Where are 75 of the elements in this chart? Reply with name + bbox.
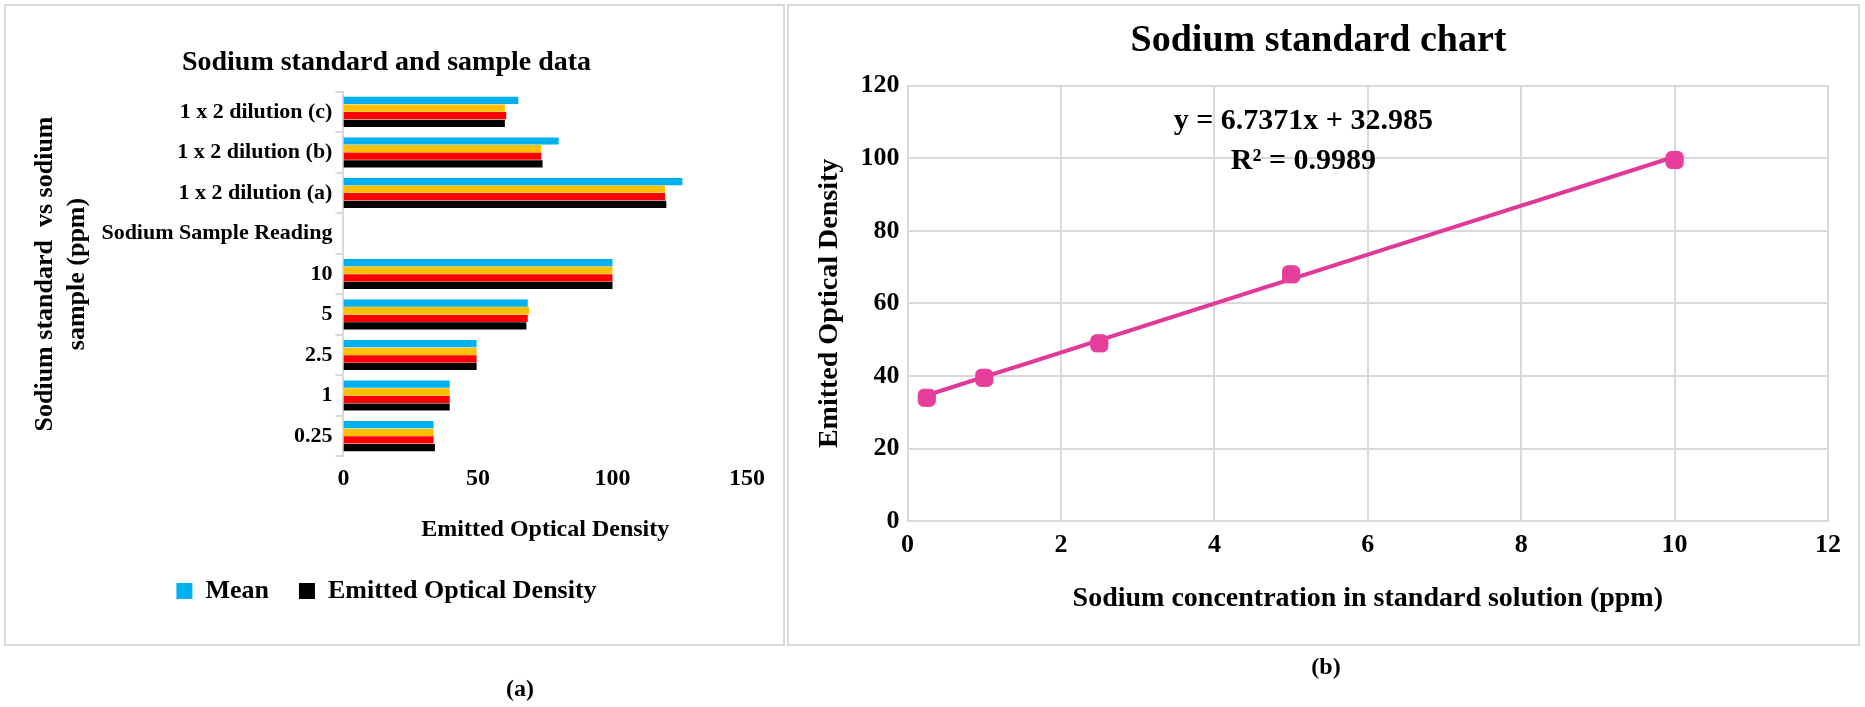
bar [343,119,505,127]
y-tick-label: 1 [321,381,333,407]
bar [343,274,613,282]
y-tick-label: 2.5 [304,340,333,366]
text: (a) [506,675,534,702]
x-tick-label: 0 [337,464,350,490]
text: (b) [1311,653,1341,680]
bar [343,137,559,145]
bar [343,436,434,444]
bar [343,258,613,267]
bar [343,185,665,193]
chart-title: Sodium standard chart [1130,16,1507,59]
x-tick-label: 6 [1361,528,1375,558]
y-tick-label: 120 [860,69,900,99]
bar [343,322,527,330]
bar [343,340,477,348]
point [975,368,994,387]
point [1090,334,1109,353]
bar [343,200,667,208]
y-tick-label: 40 [873,359,900,389]
bar [343,266,613,274]
y-tick-label: 20 [873,432,900,462]
bar [343,299,528,307]
y-tick-label: 60 [873,287,900,317]
bar [343,281,613,290]
x-axis-title: Emitted Optical Density [421,514,670,541]
bar [343,112,507,120]
bar [343,428,434,436]
bar [343,144,542,153]
y-tick-label: 1 x 2 dilution (c) [179,97,333,123]
y-tick-label: 10 [310,259,333,285]
x-tick-label: 4 [1207,528,1221,558]
x-axis-title: Sodium concentration in standard solution (ppm) [1072,581,1664,613]
bar [343,193,665,201]
y-tick-label: 80 [873,214,900,244]
bar [343,177,683,186]
bar [343,160,543,168]
annotation: R² = 0.9989 [1230,142,1376,176]
bar [343,380,450,388]
point [917,388,936,407]
bar [343,403,450,411]
y-axis-title: Emitted Optical Density [812,158,844,449]
x-tick-label: 2 [1054,528,1068,558]
bar [343,395,450,404]
x-tick-label: 100 [594,464,631,490]
x-tick-label: 12 [1815,528,1841,558]
chart-title: Sodium standard and sample data [181,45,592,77]
bar [343,104,505,112]
point [1665,150,1684,170]
y-axis-title: Sodium standard vs sodium sample (ppm) [29,116,90,432]
bar [343,347,477,355]
bar [343,307,530,315]
y-tick-label: 1 x 2 dilution (b) [177,138,333,164]
x-tick-label: 50 [465,464,490,490]
y-tick-label: 100 [860,141,900,171]
y-tick-label: Sodium Sample Reading [101,219,333,245]
bar [343,421,434,429]
y-tick-label: 1 x 2 dilution (a) [178,178,333,204]
bar [343,362,477,371]
x-tick-label: 10 [1661,528,1688,558]
bar [343,443,435,452]
annotation: y = 6.7371x + 32.985 [1173,102,1433,136]
y-tick-label: 0 [886,504,900,534]
y-tick-label: 5 [321,300,333,326]
bar [343,355,477,363]
x-tick-label: 150 [729,464,765,490]
bar [343,152,542,160]
x-tick-label: 8 [1514,528,1528,558]
legend-label: Mean [205,574,270,604]
bar [343,314,528,322]
y-tick-label: 0.25 [293,421,333,447]
legend-label: Emitted Optical Density [327,574,597,604]
bar [343,388,450,396]
bar [343,96,519,105]
point [1282,265,1301,284]
